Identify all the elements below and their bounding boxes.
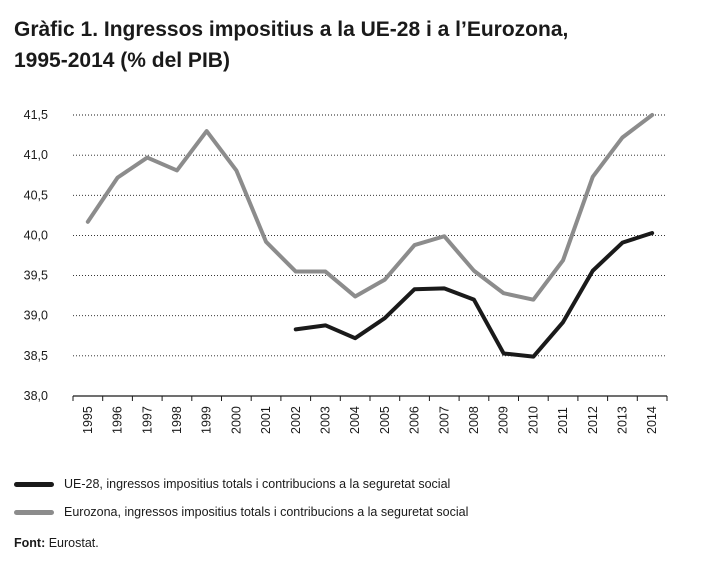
x-tick-label: 1998 [170,406,184,434]
series-line-ue28 [293,231,655,359]
y-tick-label: 41,0 [24,148,48,162]
y-axis-tick-labels: 38,0 38,5 39,0 39,5 40,0 40,5 41,0 41,5 [24,108,48,403]
legend-item-ue28: UE-28, ingressos impositius totals i con… [14,470,704,498]
source-note: Font: Eurostat. [14,536,99,550]
line-chart: 38,038,539,039,540,040,541,041,5 1995 199… [24,108,668,434]
x-axis [72,395,668,401]
x-tick-label: 2014 [645,406,659,434]
x-tick-label: 2013 [615,406,629,434]
x-tick-label: 1995 [81,406,95,434]
legend-swatch-ue28 [14,481,54,487]
y-tick-label: 41,5 [24,108,48,122]
x-tick-label: 2000 [229,406,243,434]
x-tick-label: 2010 [526,406,540,434]
y-tick-label: 39,5 [24,269,48,283]
x-tick-label: 2011 [556,407,570,434]
y-tick-label: 38,5 [24,349,48,363]
x-tick-label: 2009 [497,406,511,434]
source-label: Font: [14,536,46,550]
chart-title: Gràfic 1. Ingressos impositius a la UE-2… [14,14,694,76]
y-tick-label: 39,0 [24,309,48,323]
x-tick-label: 2002 [289,406,303,434]
x-tick-label: 2005 [378,406,392,434]
legend: UE-28, ingressos impositius totals i con… [14,470,704,526]
x-tick-label: 1999 [200,406,214,434]
legend-item-eurozona: Eurozona, ingressos impositius totals i … [14,498,704,526]
x-tick-label: 2001 [259,406,273,434]
y-tick-label: 40,5 [24,188,48,202]
x-tick-label: 2007 [437,406,451,434]
chart-title-line-1: Gràfic 1. Ingressos impositius a la UE-2… [14,18,569,41]
x-axis-tick-labels: 1995 1996 1997 1998 1999 2000 2001 2002 2003 2004… [81,406,659,434]
legend-label-ue28: UE-28, ingressos impositius totals i con… [64,477,451,491]
chart-title-line-2: 1995-2014 (% del PIB) [14,49,230,72]
series-line-eurozona [85,113,655,302]
gridlines [73,114,667,357]
legend-swatch-eurozona [14,509,54,515]
y-tick-label: 40,0 [24,228,48,242]
x-tick-label: 1997 [140,406,154,434]
x-tick-label: 1996 [111,406,125,434]
x-tick-label: 2006 [408,406,422,434]
legend-label-eurozona: Eurozona, ingressos impositius totals i … [64,505,469,519]
x-tick-label: 2004 [348,406,362,434]
x-tick-label: 2012 [586,406,600,434]
series-lines [85,113,655,359]
y-tick-label: 38,0 [24,389,48,403]
x-tick-label: 2008 [467,406,481,434]
x-tick-label: 2003 [318,406,332,434]
source-text: Eurostat. [48,536,99,550]
